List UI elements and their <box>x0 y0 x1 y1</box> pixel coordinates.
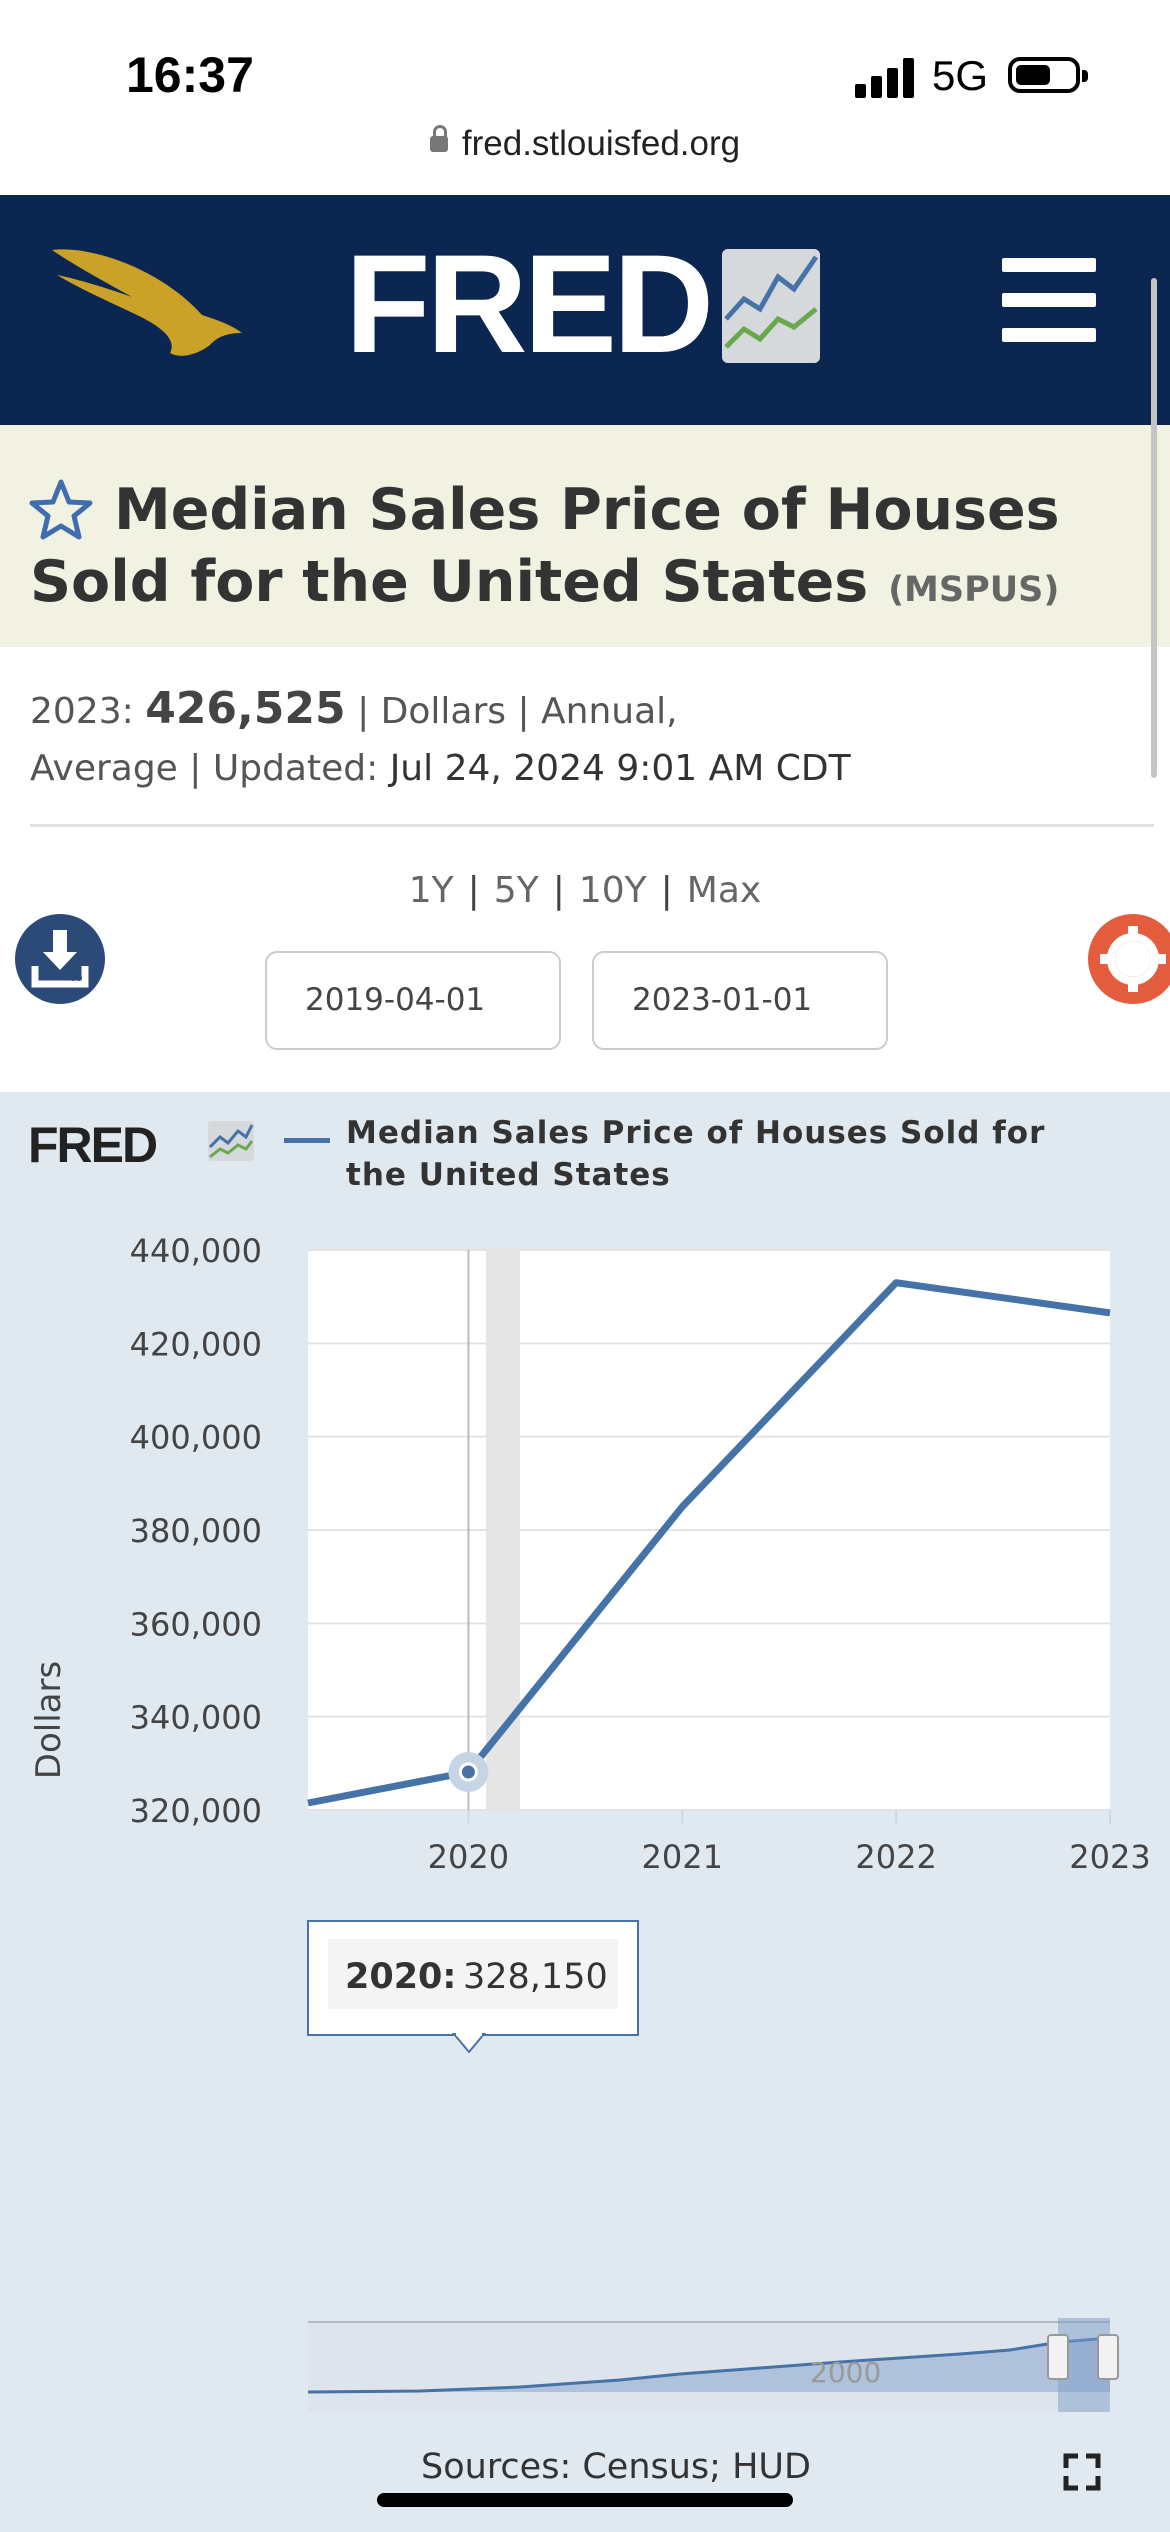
y-tick-label: 420,000 <box>130 1325 262 1363</box>
network-type: 5G <box>932 52 989 99</box>
fred-logo[interactable]: FRED <box>345 225 714 382</box>
tooltip-label: 2020: <box>345 1957 456 1997</box>
eagle-logo-icon[interactable] <box>52 245 242 365</box>
tooltip-value: 328,150 <box>463 1957 608 1997</box>
chart-legend[interactable]: Median Sales Price of Houses Sold for th… <box>346 1115 1046 1193</box>
range-max[interactable]: Max <box>686 870 762 911</box>
y-tick-label: 340,000 <box>130 1699 262 1737</box>
range-10y[interactable]: 10Y <box>578 870 647 911</box>
series-code: (MSPUS) <box>888 570 1060 610</box>
x-tick-label: 2023 <box>1069 1838 1150 1876</box>
end-date-input[interactable]: 2023-01-01 <box>592 951 888 1050</box>
line-chart[interactable]: 320,000 340,000 360,000 380,000 400,000 420,0… <box>0 1092 1170 2532</box>
battery-icon <box>1008 57 1088 93</box>
tooltip: 2020: 328,150 <box>307 1920 639 2054</box>
latest-year: 2023: <box>30 691 134 732</box>
url-text: fred.stlouisfed.org <box>461 124 741 163</box>
star-icon[interactable] <box>29 478 93 542</box>
range-5y[interactable]: 5Y <box>493 870 539 911</box>
updated-label: | Updated: <box>189 748 379 789</box>
signal-icon <box>855 58 917 98</box>
chart-fred-logo: FRED <box>28 1117 158 1173</box>
sources-text: Sources: Census; HUD <box>421 2447 811 2487</box>
divider <box>30 824 1154 827</box>
address-bar[interactable]: fred.stlouisfed.org <box>0 124 1170 164</box>
x-tick-label: 2022 <box>855 1838 936 1876</box>
title-panel <box>0 425 1170 647</box>
mini-logo-chart-icon <box>208 1121 254 1161</box>
fullscreen-icon[interactable] <box>1063 2453 1101 2491</box>
y-tick-label: 440,000 <box>130 1232 262 1270</box>
status-bar: 16:37 5G fred.stlouisfed.org <box>0 0 1170 195</box>
download-icon <box>31 930 89 988</box>
series-title: Median Sales Price of Houses Sold for th… <box>30 477 1060 615</box>
gear-icon[interactable] <box>1088 914 1170 1004</box>
series-line[interactable] <box>307 1279 1111 1807</box>
x-tick-label: 2021 <box>642 1838 723 1876</box>
y-tick-label: 400,000 <box>130 1419 262 1457</box>
lock-icon <box>429 124 448 152</box>
page-title: Median Sales Price of Houses Sold for th… <box>30 474 1130 626</box>
latest-value: 426,525 <box>145 683 346 734</box>
x-tick-label: 2020 <box>428 1838 509 1876</box>
units-text: | Dollars | Annual, <box>357 691 678 732</box>
frequency-text: Average <box>30 748 178 789</box>
start-date-input[interactable]: 2019-04-01 <box>265 951 561 1050</box>
updated-value: Jul 24, 2024 9:01 AM CDT <box>389 748 851 789</box>
y-tick-label: 360,000 <box>130 1605 262 1643</box>
series-meta: 2023: 426,525 | Dollars | Annual, Averag… <box>30 680 1130 797</box>
range-selector: 1Y | 5Y | 10Y | Max <box>408 870 762 911</box>
menu-icon[interactable] <box>1002 258 1096 342</box>
page-scrollbar[interactable] <box>1151 278 1157 778</box>
download-button[interactable] <box>15 914 105 1004</box>
status-time: 16:37 <box>126 47 254 103</box>
range-navigator[interactable]: 2000 <box>307 2318 1119 2412</box>
logo-chart-icon <box>722 249 820 363</box>
navigator-handle-left[interactable] <box>1047 2334 1069 2380</box>
home-indicator <box>377 2493 793 2507</box>
highlight-point[interactable] <box>458 1762 478 1782</box>
legend-swatch <box>284 1138 330 1143</box>
navigator-handle-right[interactable] <box>1097 2334 1119 2380</box>
y-tick-label: 320,000 <box>130 1792 262 1830</box>
y-tick-label: 380,000 <box>130 1512 262 1550</box>
range-1y[interactable]: 1Y <box>408 870 454 911</box>
navigator-label: 2000 <box>810 2356 881 2389</box>
